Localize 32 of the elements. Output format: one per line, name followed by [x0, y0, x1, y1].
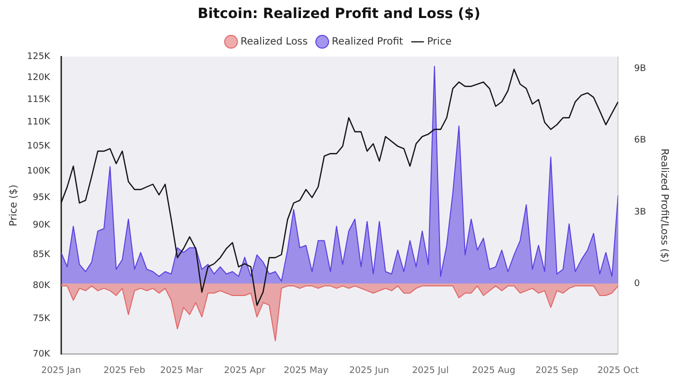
legend-label: Realized Profit	[332, 36, 404, 48]
y-tick-label: 120K	[26, 73, 52, 84]
x-tick-label: 2025 Jul	[412, 366, 449, 376]
y-tick-label: 115K	[26, 94, 52, 105]
x-tick-label: 2025 Apr	[224, 366, 266, 376]
x-tick-label: 2025 May	[284, 366, 329, 376]
chart-title: Bitcoin: Realized Profit and Loss ($)	[198, 6, 480, 22]
y-tick-label: 75K	[32, 314, 52, 324]
x-tick-label: 2025 Jan	[41, 366, 81, 376]
x-tick-label: 2025 Feb	[103, 366, 146, 376]
y2-tick-label: 9B	[634, 64, 646, 74]
x-tick-label: 2025 Mar	[160, 366, 204, 376]
y2-axis-title: Realized Profit/Loss ($)	[658, 148, 670, 263]
y-tick-label: 70K	[32, 350, 52, 360]
legend-label: Realized Loss	[240, 36, 308, 48]
y-axis-title: Price ($)	[8, 184, 20, 226]
y-tick-label: 125K	[26, 52, 52, 62]
x-tick-label: 2025 Sep	[536, 366, 579, 376]
x-tick-label: 2025 Oct	[597, 366, 640, 376]
x-tick-label: 2025 Jun	[349, 366, 390, 376]
y-tick-label: 85K	[32, 250, 52, 260]
x-tick-label: 2025 Aug	[472, 366, 516, 376]
y-tick-label: 105K	[26, 142, 52, 152]
y2-tick-label: 6B	[634, 136, 646, 146]
y-tick-label: 80K	[32, 281, 52, 292]
y-tick-label: 90K	[32, 220, 52, 231]
y-tick-label: 110K	[26, 118, 52, 128]
legend-label: Price	[427, 36, 452, 48]
y2-tick-label: 3B	[634, 207, 646, 218]
y-tick-label: 95K	[32, 192, 52, 203]
y2-tick-label: 0	[634, 278, 640, 289]
y-tick-label: 100K	[26, 166, 52, 177]
